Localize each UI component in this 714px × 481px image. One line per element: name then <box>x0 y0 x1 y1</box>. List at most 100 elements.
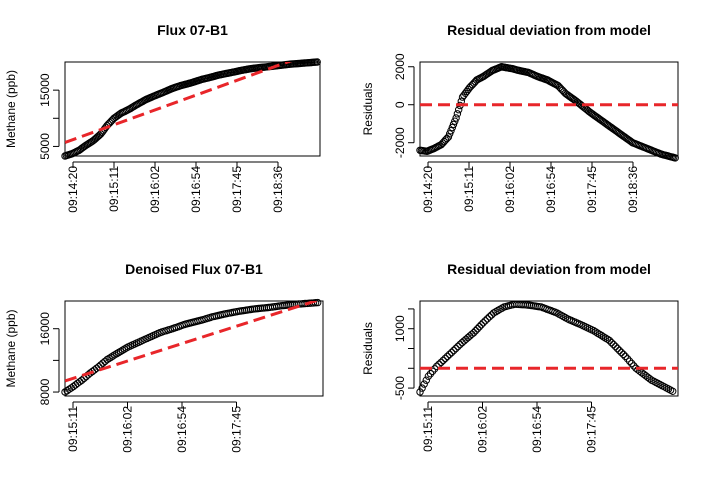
data-point <box>619 350 628 359</box>
data-point <box>456 340 464 349</box>
data-point <box>590 327 598 335</box>
data-point <box>599 333 608 341</box>
data-point <box>449 120 458 129</box>
x-tick-label: 09:16:02 <box>148 166 162 213</box>
data-point <box>95 363 103 371</box>
data-point <box>116 347 125 356</box>
data-point <box>471 327 480 335</box>
x-tick-label: 09:16:54 <box>189 166 203 213</box>
data-point <box>92 364 101 372</box>
y-axis-label: Residuals <box>361 83 375 136</box>
data-point <box>452 344 460 353</box>
y-tick-label: 0 <box>393 101 407 108</box>
data-point <box>453 110 462 118</box>
fit-line <box>65 62 293 144</box>
data-point <box>420 380 428 388</box>
panel-4: Residual deviation from model Residuals -5… <box>361 261 679 453</box>
x-tick-label: 09:16:02 <box>476 406 490 453</box>
data-point <box>105 354 113 363</box>
data-point <box>113 349 121 358</box>
panel-title: Residual deviation from model <box>447 261 651 277</box>
data-point <box>78 376 86 384</box>
data-point <box>416 388 424 396</box>
data-point <box>470 329 478 337</box>
x-tick-label: 09:18:36 <box>626 166 640 213</box>
data-point <box>615 346 624 355</box>
x-tick-label: 09:17:45 <box>585 406 599 453</box>
data-point <box>594 329 602 337</box>
y-tick-label: 2000 <box>393 53 407 80</box>
panel-1: Flux 07-B1 Methane (ppb) 5000 15000 09:14:20… <box>4 22 321 213</box>
panel-title: Flux 07-B1 <box>157 22 228 38</box>
data-point <box>433 362 441 370</box>
x-tick-label: 09:16:02 <box>121 406 135 453</box>
data-point <box>115 348 123 357</box>
plot-frame <box>419 300 679 397</box>
x-tick-label: 09:15:11 <box>66 406 80 452</box>
data-point <box>313 58 321 66</box>
data-point <box>118 346 127 354</box>
data-point <box>609 340 618 349</box>
data-point <box>613 344 622 353</box>
x-tick-label: 09:16:54 <box>544 166 558 213</box>
x-tick-label: 09:15:11 <box>107 166 121 212</box>
data-point <box>630 362 638 370</box>
data-point <box>450 346 458 355</box>
data-point <box>424 372 433 380</box>
x-tick-label: 09:17:45 <box>230 406 244 453</box>
data-point <box>109 352 117 360</box>
y-axis-label: Methane (ppb) <box>4 70 18 148</box>
data-point <box>451 117 459 125</box>
x-tick-label: 09:17:45 <box>585 166 599 213</box>
data-point <box>452 114 460 122</box>
y-axis-label: Methane (ppb) <box>4 309 18 387</box>
y-tick-label: -2000 <box>393 127 407 158</box>
y-axis-label: Residuals <box>361 322 375 375</box>
data-point <box>428 367 437 375</box>
data-point <box>443 352 452 361</box>
plot-frame <box>419 61 679 157</box>
data-point <box>483 315 492 323</box>
plot-frame <box>64 61 321 157</box>
panel-title: Residual deviation from model <box>447 22 651 38</box>
data-point <box>447 348 456 357</box>
data-point <box>605 336 614 345</box>
x-tick-label: 09:15:11 <box>462 166 476 212</box>
y-tick-label: 5000 <box>38 133 52 160</box>
data-point <box>625 357 634 365</box>
data-point <box>669 387 677 395</box>
data-point <box>120 345 129 353</box>
data-point <box>455 106 463 114</box>
fit-line <box>65 301 319 383</box>
data-point <box>439 356 447 365</box>
data-point <box>473 325 482 333</box>
y-tick-label: 15000 <box>38 73 52 107</box>
data-point <box>607 338 616 347</box>
data-point <box>111 351 119 359</box>
plot-frame <box>64 300 324 397</box>
x-tick-label: 09:14:20 <box>421 166 435 213</box>
data-point <box>441 354 449 363</box>
y-tick-label: 1000 <box>393 315 407 342</box>
data-point <box>479 319 487 327</box>
data-point <box>485 313 494 321</box>
data-point <box>437 358 445 367</box>
data-point <box>598 331 606 340</box>
data-point <box>623 355 632 363</box>
data-point <box>628 359 636 368</box>
data-point <box>445 350 454 359</box>
panel-title: Denoised Flux 07-B1 <box>125 261 263 277</box>
data-point <box>94 132 102 141</box>
data-point <box>444 133 453 141</box>
y-tick-label: -500 <box>393 376 407 400</box>
x-tick-label: 09:18:36 <box>271 166 285 213</box>
data-point <box>596 330 604 339</box>
y-tick-label: 8000 <box>38 378 52 405</box>
data-point <box>617 348 626 357</box>
data-point <box>447 127 455 135</box>
data-point <box>646 375 654 383</box>
data-point <box>122 344 131 352</box>
y-tick-label: 16000 <box>38 312 52 346</box>
x-tick-label: 09:15:11 <box>421 406 435 452</box>
data-point <box>611 342 620 351</box>
